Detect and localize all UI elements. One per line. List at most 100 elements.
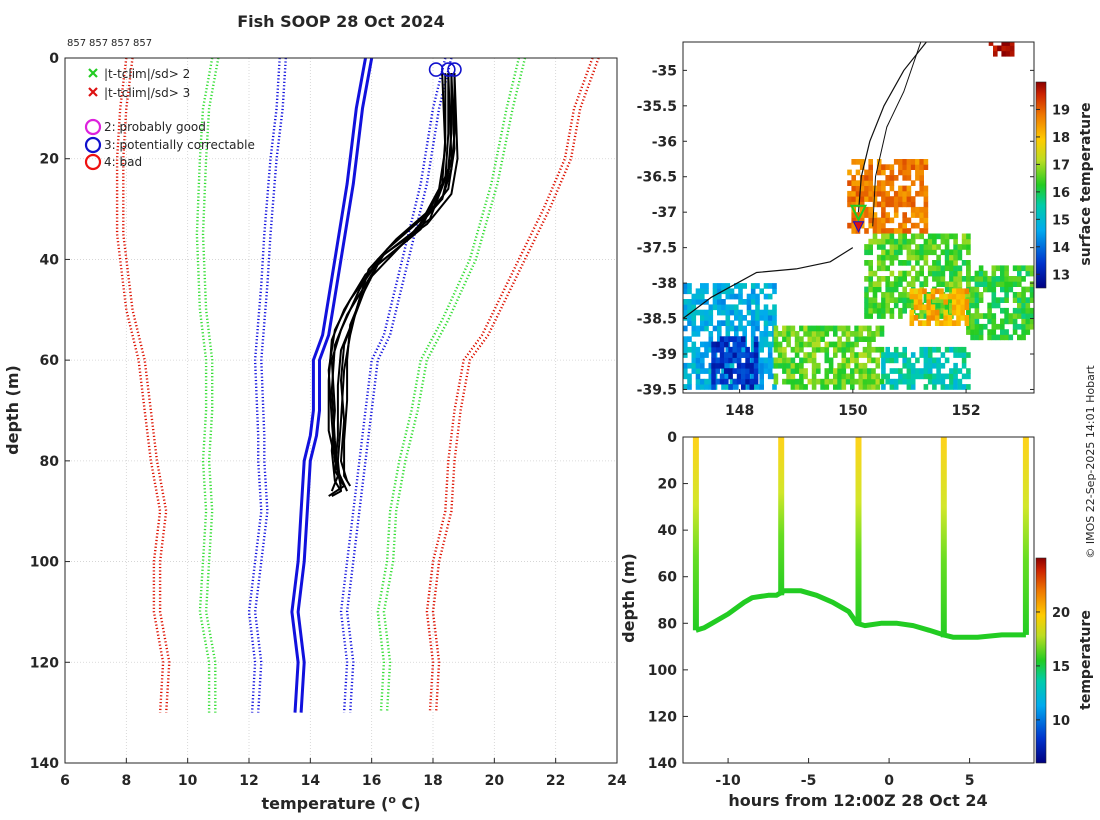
deployment-marker — [849, 204, 868, 233]
map-y-tick-label: -35 — [652, 63, 677, 79]
x-tick-label: 6 — [60, 773, 70, 789]
climatology-mean-right — [296, 58, 374, 713]
climatology-sd2-high-green-b — [382, 58, 527, 713]
y-tick-label: 40 — [40, 252, 60, 268]
profile-plot: 6 8 10 12 14 16 18 20 22 24 0 20 40 60 80 100 120 140 857… — [3, 38, 627, 813]
climatology-sd3-low-red-b — [122, 58, 171, 713]
map-y-tick-label: -35.5 — [637, 99, 677, 115]
legend-sd2-cross-icon — [88, 68, 98, 78]
legend-flag3-circle-icon — [84, 136, 102, 154]
legend-sd3-label: |t-tclim|/sd> 3 — [104, 86, 190, 100]
map-y-tick-label: -36.5 — [637, 170, 677, 186]
profile-y-axis-label: depth (m) — [3, 365, 22, 455]
sst-colorbar-tick-label: 16 — [1052, 186, 1070, 201]
x-tick-label: 16 — [362, 773, 381, 789]
profile-id-labels: 857 857 857 857 — [67, 38, 152, 49]
temperature-profiles — [327, 73, 459, 497]
map-y-tick-label: -37 — [652, 205, 677, 221]
sst-region-top-right-warm — [988, 42, 1015, 57]
flag-markers — [428, 62, 462, 77]
time-y-tick-label: 0 — [667, 430, 677, 446]
deployment-triangle-icon — [849, 204, 868, 222]
id-label: 857 — [133, 38, 152, 49]
y-tick-label: 120 — [30, 655, 59, 671]
y-tick-label: 100 — [30, 555, 59, 571]
time-x-tick-label: 0 — [884, 773, 894, 789]
time-y-tick-label: 100 — [648, 663, 677, 679]
profile-plot-frame — [64, 57, 618, 764]
x-tick-label: 12 — [239, 773, 258, 789]
sst-region-south-cold — [711, 336, 759, 390]
map-y-tick-label: -37.5 — [637, 241, 677, 257]
x-tick-label: 10 — [178, 773, 198, 789]
map-y-tick-label: -39 — [652, 347, 677, 363]
sst-map: 148 150 152 -35 -35.5 -36 -36.5 -37 -37.5 -38 -38.… — [637, 41, 1094, 419]
time-axes: -10 -5 0 5 0 20 40 60 80 100 120 140 — [648, 430, 975, 789]
x-tick-label: 22 — [546, 773, 565, 789]
profile-x-axis-label: temperature (o C) — [261, 793, 420, 813]
id-label: 857 — [89, 38, 108, 49]
map-y-tick-label: -39.5 — [637, 382, 677, 398]
sst-colorbar-tick-label: 13 — [1052, 268, 1070, 283]
map-x-tick-label: 152 — [951, 403, 980, 419]
map-frame — [682, 41, 1035, 394]
temperature-colorbar-ticks: 10 15 20 — [1036, 606, 1070, 729]
legend-flag3-label: 3: potentially correctable — [104, 138, 255, 152]
sst-region-warm-core-eddy — [847, 159, 929, 234]
temperature-colorbar-tick-label: 10 — [1052, 714, 1070, 729]
cast-column — [692, 437, 699, 631]
time-depth-plot: -10 -5 0 5 0 20 40 60 80 100 120 140 10 15 20 tempera… — [619, 430, 1094, 810]
time-y-tick-label: 80 — [658, 616, 678, 632]
profile-axes: 6 8 10 12 14 16 18 20 22 24 0 20 40 60 80 100 120 140 — [30, 51, 627, 789]
time-plot-frame — [682, 436, 1035, 764]
sst-colorbar-tick-label: 15 — [1052, 213, 1070, 228]
map-x-tick-label: 150 — [838, 403, 867, 419]
cast-column — [1022, 437, 1029, 635]
time-y-tick-label: 40 — [658, 523, 678, 539]
x-tick-label: 14 — [301, 773, 321, 789]
y-tick-label: 0 — [49, 51, 59, 67]
sst-region-east-green — [966, 265, 1034, 341]
x-tick-label: 20 — [485, 773, 505, 789]
coastline-east — [857, 42, 927, 213]
xlabel-degree: o — [388, 793, 396, 806]
y-tick-label: 60 — [40, 353, 60, 369]
time-x-axis-label: hours from 12:00Z 28 Oct 24 — [728, 791, 987, 810]
cast-column — [855, 437, 862, 624]
sst-region-eddy-orange — [909, 288, 970, 326]
x-tick-label: 18 — [423, 773, 442, 789]
legend-flag2-circle-icon — [84, 118, 102, 136]
profile-grid — [65, 58, 617, 763]
map-y-tick-label: -38.5 — [637, 312, 677, 328]
sst-region-southeast-green — [773, 325, 885, 390]
legend-sd3-cross-icon — [88, 87, 98, 97]
sst-colorbar-tick-label: 14 — [1052, 241, 1070, 256]
profile-cast-5 — [327, 73, 447, 492]
y-tick-label: 80 — [40, 454, 60, 470]
climatology-sd2-low-green-b — [201, 58, 220, 713]
temperature-colorbar-tick-label: 20 — [1052, 606, 1070, 621]
xlabel-prefix: temperature ( — [261, 794, 388, 813]
time-x-tick-label: 5 — [965, 773, 975, 789]
map-axes: 148 150 152 -35 -35.5 -36 -36.5 -37 -37.5 -38 -38.… — [637, 63, 1034, 419]
shelf-contour — [872, 42, 922, 227]
x-tick-label: 24 — [607, 773, 627, 789]
time-y-tick-label: 60 — [658, 570, 678, 586]
climatology-sd2-high-green-a — [376, 58, 521, 713]
time-y-tick-label: 20 — [658, 477, 678, 493]
sst-colorbar-ticks: 13 14 15 16 17 18 19 — [1036, 103, 1070, 283]
cast-column — [940, 437, 947, 638]
legend-flag4-circle-icon — [84, 153, 102, 171]
figure-title: Fish SOOP 28 Oct 2024 — [237, 12, 445, 31]
coastline-south — [683, 247, 854, 319]
x-tick-label: 8 — [121, 773, 131, 789]
legend-sd2-label: |t-tclim|/sd> 2 — [104, 67, 190, 81]
time-y-tick-label: 140 — [648, 756, 677, 772]
temperature-colorbar-label: temperature — [1078, 610, 1094, 710]
legend-flag4-label: 4: bad — [104, 155, 142, 169]
profile-cast-7 — [340, 73, 453, 482]
sst-colorbar-label: surface temperature — [1078, 102, 1094, 265]
climatology-sd2-high-blue-a — [339, 58, 447, 713]
sst-colorbar-tick-label: 18 — [1052, 131, 1070, 146]
time-y-axis-label: depth (m) — [619, 553, 638, 643]
